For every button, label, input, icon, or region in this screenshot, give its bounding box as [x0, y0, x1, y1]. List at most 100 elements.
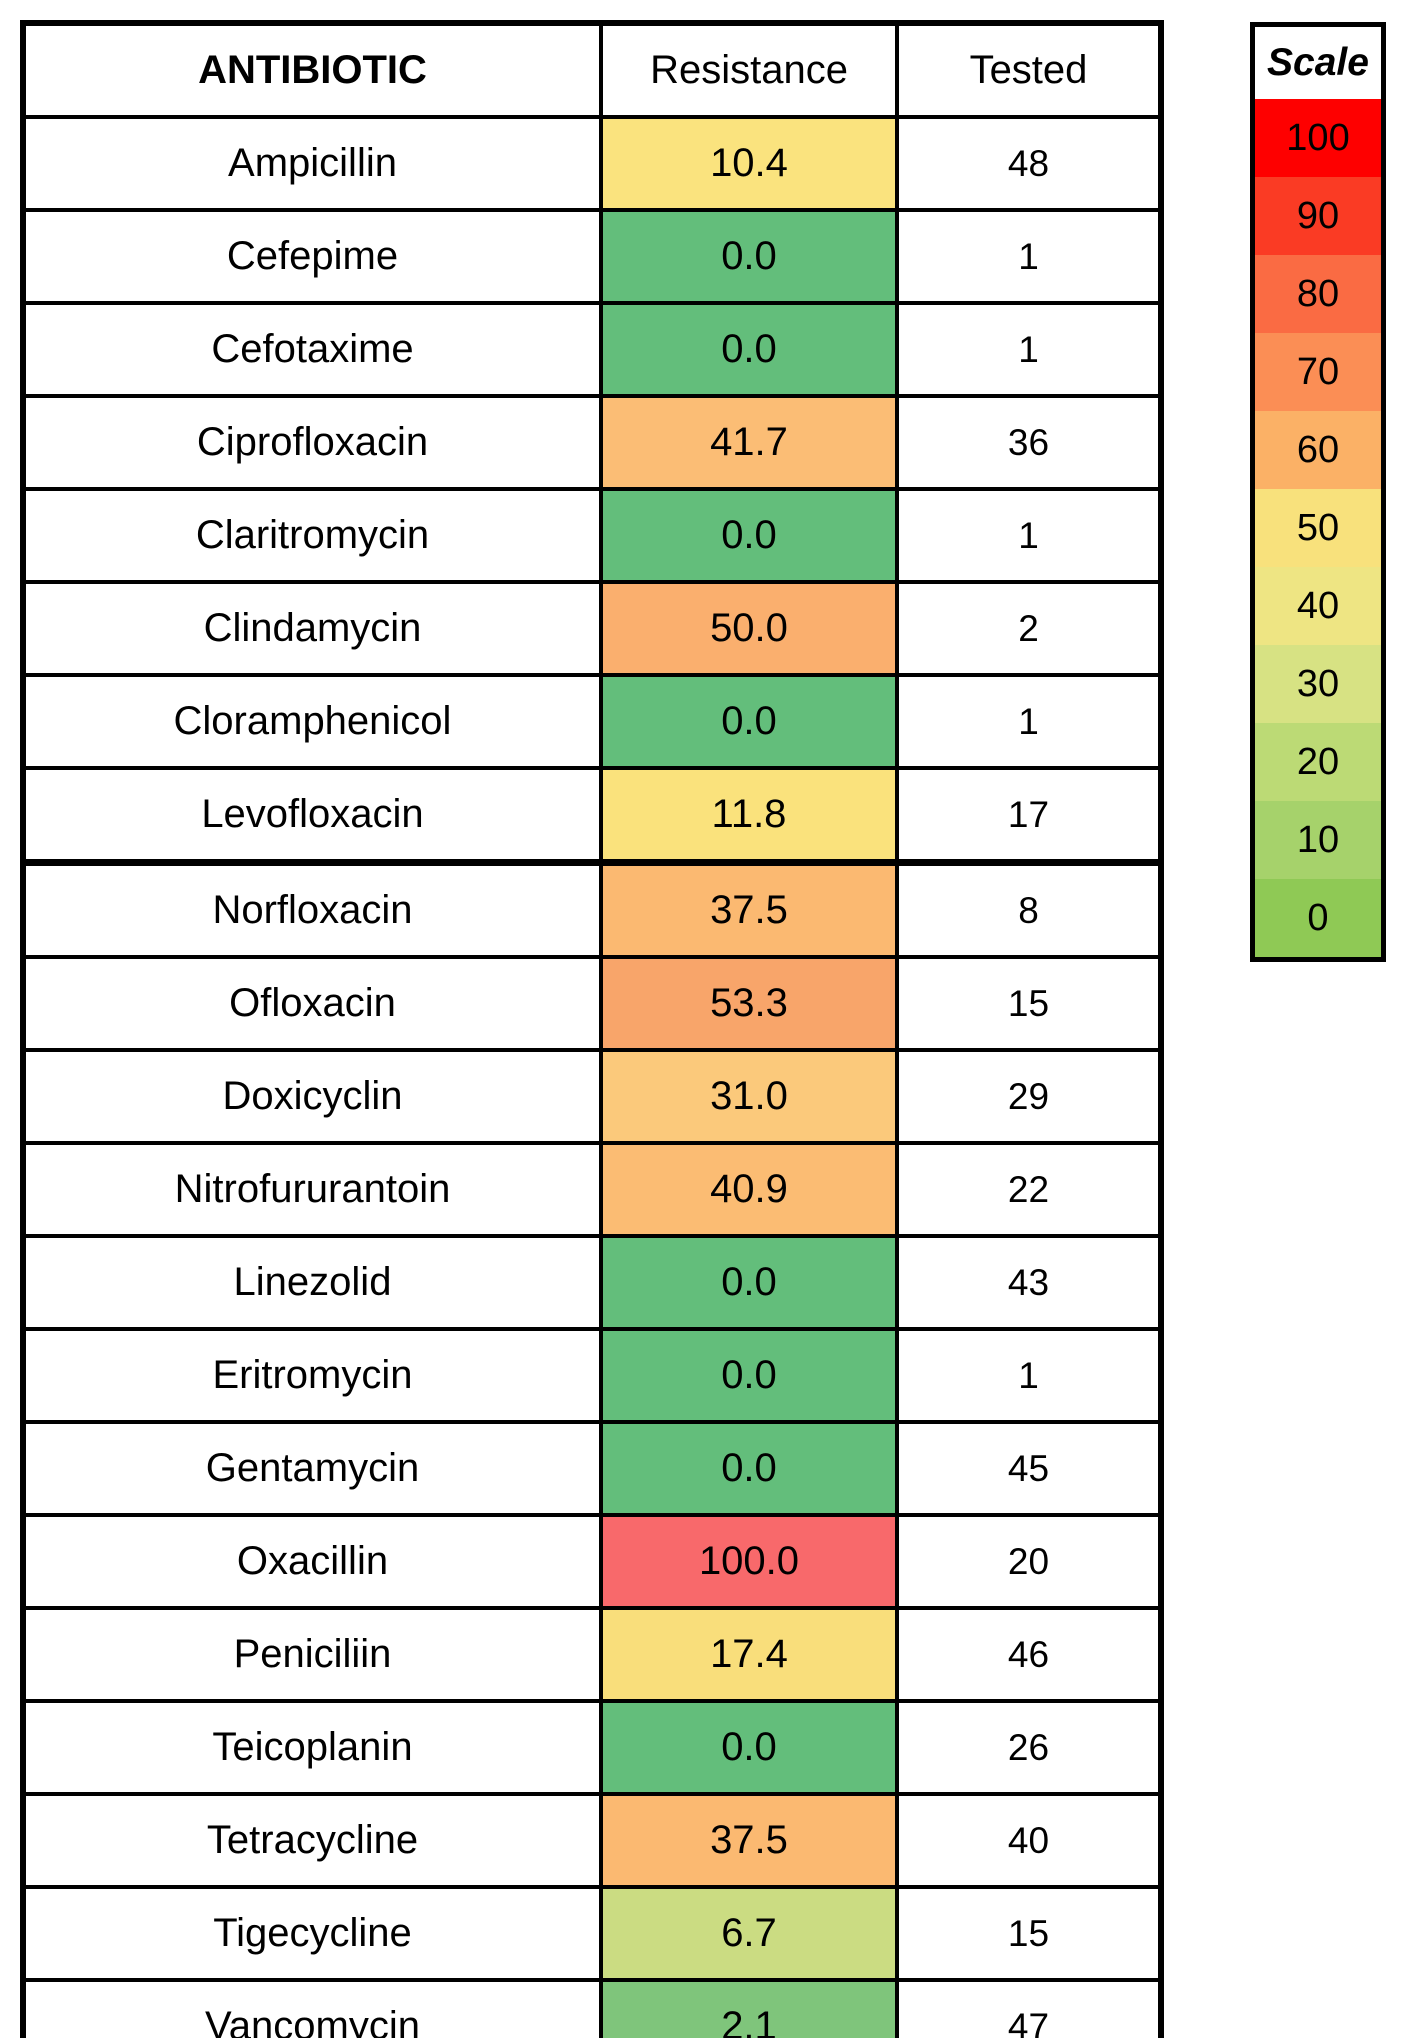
- resistance-value-cell: 0.0: [599, 1420, 899, 1517]
- antibiotic-name-cell: Ampicillin: [21, 115, 603, 212]
- col-header-antibiotic: ANTIBIOTIC: [21, 21, 603, 119]
- antibiotic-name-cell: Cefotaxime: [21, 301, 603, 398]
- scale-bands: 100 90 80 70 60 50 40 30 20 1: [1255, 99, 1381, 957]
- scale-band: 50: [1255, 489, 1381, 567]
- table-row: Tigecycline 6.7 15: [21, 1885, 1163, 1982]
- antibiotic-name-cell: Vancomycin: [21, 1978, 603, 2038]
- scale-title: Scale: [1255, 27, 1381, 99]
- col-header-resistance: Resistance: [599, 21, 899, 119]
- scale-band-label: 100: [1286, 116, 1350, 159]
- table-row: Clindamycin 50.0 2: [21, 580, 1163, 677]
- tested-count-cell: 1: [895, 301, 1163, 398]
- scale-band-label: 0: [1307, 896, 1329, 939]
- table-row: Cefepime 0.0 1: [21, 208, 1163, 305]
- scale-band: 20: [1255, 723, 1381, 801]
- table-row: Nitrofururantoin 40.9 22: [21, 1141, 1163, 1238]
- tested-count-cell: 1: [895, 673, 1163, 770]
- antibiotic-name-cell: Teicoplanin: [21, 1699, 603, 1796]
- scale-band-label: 50: [1296, 506, 1340, 549]
- scale-band-label: 80: [1296, 272, 1340, 315]
- resistance-value-cell: 0.0: [599, 673, 899, 770]
- table-row: Tetracycline 37.5 40: [21, 1792, 1163, 1889]
- table-row: Norfloxacin 37.5 8: [21, 860, 1163, 959]
- antibiotic-name-cell: Gentamycin: [21, 1420, 603, 1517]
- antibiotic-name-cell: Linezolid: [21, 1234, 603, 1331]
- scale-band: 0: [1255, 879, 1381, 957]
- antibiotic-name-cell: Clindamycin: [21, 580, 603, 677]
- table-row: Ciprofloxacin 41.7 36: [21, 394, 1163, 491]
- scale-band-label: 60: [1296, 428, 1340, 471]
- antibiotic-name-cell: Tigecycline: [21, 1885, 603, 1982]
- tested-count-cell: 36: [895, 394, 1163, 491]
- resistance-value-cell: 37.5: [599, 860, 899, 959]
- scale-band: 100: [1255, 99, 1381, 177]
- antibiotic-resistance-table: ANTIBIOTIC Resistance Tested Ampicillin …: [20, 20, 1164, 2038]
- resistance-value-cell: 0.0: [599, 1327, 899, 1424]
- resistance-value-cell: 31.0: [599, 1048, 899, 1145]
- scale-band: 30: [1255, 645, 1381, 723]
- tested-count-cell: 15: [895, 1885, 1163, 1982]
- tested-count-cell: 1: [895, 1327, 1163, 1424]
- tested-count-cell: 15: [895, 955, 1163, 1052]
- scale-band-label: 70: [1296, 350, 1340, 393]
- table-header: ANTIBIOTIC Resistance Tested: [21, 21, 1163, 119]
- resistance-value-cell: 0.0: [599, 1234, 899, 1331]
- antibiotic-name-cell: Cloramphenicol: [21, 673, 603, 770]
- scale-band-label: 10: [1296, 818, 1340, 861]
- antibiotic-name-cell: Cefepime: [21, 208, 603, 305]
- scale-band: 40: [1255, 567, 1381, 645]
- table-row: Eritromycin 0.0 1: [21, 1327, 1163, 1424]
- scale-band-label: 20: [1296, 740, 1340, 783]
- tested-count-cell: 46: [895, 1606, 1163, 1703]
- scale-band-label: 30: [1296, 662, 1340, 705]
- resistance-value-cell: 0.0: [599, 208, 899, 305]
- tested-count-cell: 8: [895, 860, 1163, 959]
- resistance-value-cell: 0.0: [599, 1699, 899, 1796]
- antibiotic-name-cell: Ofloxacin: [21, 955, 603, 1052]
- scale-band-label: 90: [1296, 194, 1340, 237]
- resistance-value-cell: 40.9: [599, 1141, 899, 1238]
- table-row: Doxicyclin 31.0 29: [21, 1048, 1163, 1145]
- resistance-value-cell: 11.8: [599, 766, 899, 866]
- scale-band: 90: [1255, 177, 1381, 255]
- tested-count-cell: 45: [895, 1420, 1163, 1517]
- antibiotic-name-cell: Tetracycline: [21, 1792, 603, 1889]
- tested-count-cell: 20: [895, 1513, 1163, 1610]
- table-row: Peniciliin 17.4 46: [21, 1606, 1163, 1703]
- tested-count-cell: 43: [895, 1234, 1163, 1331]
- antibiotic-name-cell: Ciprofloxacin: [21, 394, 603, 491]
- table-row: Levofloxacin 11.8 17: [21, 766, 1163, 866]
- resistance-value-cell: 17.4: [599, 1606, 899, 1703]
- table-row: Vancomycin 2.1 47: [21, 1978, 1163, 2038]
- resistance-value-cell: 53.3: [599, 955, 899, 1052]
- tested-count-cell: 17: [895, 766, 1163, 866]
- antibiotic-name-cell: Levofloxacin: [21, 766, 603, 866]
- scale-band: 60: [1255, 411, 1381, 489]
- antibiotic-name-cell: Norfloxacin: [21, 860, 603, 959]
- tested-count-cell: 48: [895, 115, 1163, 212]
- table-body: Ampicillin 10.4 48 Cefepime 0.0 1 Cefota…: [21, 115, 1163, 2038]
- tested-count-cell: 22: [895, 1141, 1163, 1238]
- table-row: Ampicillin 10.4 48: [21, 115, 1163, 212]
- header-row: ANTIBIOTIC Resistance Tested: [21, 21, 1163, 119]
- table-row: Claritromycin 0.0 1: [21, 487, 1163, 584]
- tested-count-cell: 1: [895, 487, 1163, 584]
- resistance-value-cell: 0.0: [599, 487, 899, 584]
- tested-count-cell: 29: [895, 1048, 1163, 1145]
- antibiotic-name-cell: Nitrofururantoin: [21, 1141, 603, 1238]
- resistance-value-cell: 100.0: [599, 1513, 899, 1610]
- scale-band: 80: [1255, 255, 1381, 333]
- tested-count-cell: 2: [895, 580, 1163, 677]
- table-row: Gentamycin 0.0 45: [21, 1420, 1163, 1517]
- scale-band: 70: [1255, 333, 1381, 411]
- col-header-tested: Tested: [895, 21, 1163, 119]
- color-scale-legend: Scale 100 90 80 70 60 50 40 30 2: [1250, 22, 1386, 962]
- antibiotic-name-cell: Peniciliin: [21, 1606, 603, 1703]
- tested-count-cell: 40: [895, 1792, 1163, 1889]
- resistance-value-cell: 6.7: [599, 1885, 899, 1982]
- antibiotic-name-cell: Oxacillin: [21, 1513, 603, 1610]
- table-row: Teicoplanin 0.0 26: [21, 1699, 1163, 1796]
- table-row: Oxacillin 100.0 20: [21, 1513, 1163, 1610]
- antibiotic-name-cell: Eritromycin: [21, 1327, 603, 1424]
